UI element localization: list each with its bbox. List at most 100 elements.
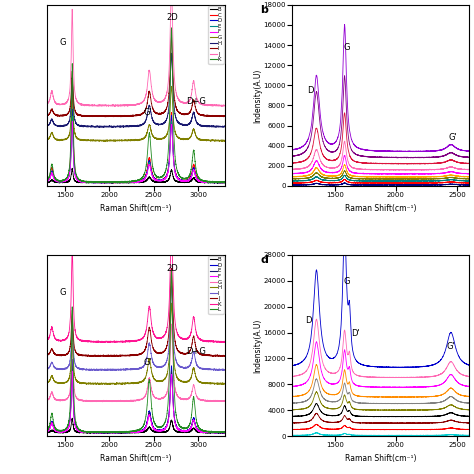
L [45,426,50,432]
K [122,339,128,345]
I [121,113,127,119]
L [226,429,232,435]
B [212,429,218,435]
Text: D: D [307,86,313,95]
L [169,268,174,273]
E [121,179,127,185]
Line: B: B [47,168,229,183]
D [212,179,218,185]
I [226,367,232,373]
D [221,180,227,185]
H [101,125,107,130]
J [212,353,218,358]
L [177,423,182,428]
Text: D+G: D+G [187,347,206,356]
B [122,429,128,435]
Line: H: H [47,53,229,128]
H [122,381,128,386]
X-axis label: Raman Shift(cm⁻¹): Raman Shift(cm⁻¹) [345,204,416,213]
L [131,428,137,434]
J [221,353,227,359]
Line: J: J [47,0,229,106]
J [212,102,218,108]
Legend: B, C, D, E, F, G, H, I, J, K: B, C, D, E, F, G, H, I, J, K [209,6,224,64]
C [226,180,232,185]
D [123,430,129,436]
I [215,368,221,374]
J [221,102,227,108]
D [45,178,50,183]
Line: G: G [47,324,229,402]
Text: D': D' [351,329,360,338]
B [221,430,227,436]
Line: I: I [47,286,229,371]
Line: D: D [47,109,229,183]
K [222,339,228,345]
G [177,395,182,401]
Text: G': G' [448,133,457,142]
C [212,179,218,185]
Text: b: b [260,5,268,15]
H [122,123,128,129]
Line: K: K [47,223,229,342]
H [226,381,232,387]
H [169,300,174,306]
F [69,368,75,374]
H [226,124,232,129]
B [45,430,50,436]
C [122,179,128,184]
D [122,180,128,185]
Text: G: G [343,277,350,286]
E [69,364,75,369]
B [221,179,227,185]
C [177,176,182,182]
Text: 2D: 2D [166,13,178,22]
Line: L: L [47,271,229,433]
I [212,113,218,119]
H [215,382,220,387]
Line: J: J [47,268,229,356]
Text: G': G' [143,108,152,117]
X-axis label: Raman Shift(cm⁻¹): Raman Shift(cm⁻¹) [100,454,172,463]
I [221,113,227,119]
C [217,180,223,186]
Line: E: E [47,366,229,433]
F [131,429,137,435]
J [122,102,128,108]
J [121,102,127,108]
E [177,177,182,182]
Y-axis label: Indensity(A.U): Indensity(A.U) [253,68,262,123]
H [221,381,227,386]
K [121,338,127,344]
I [169,283,174,289]
L [221,429,227,435]
E [122,179,128,185]
E [221,180,227,185]
D [226,430,232,436]
Text: D: D [305,316,312,325]
H [131,381,137,386]
G [221,138,227,144]
H [177,377,182,383]
L [108,430,114,436]
Line: E: E [47,116,229,183]
D [226,180,232,185]
H [131,123,137,128]
K [45,177,50,182]
K [177,173,182,178]
D [121,179,127,185]
E [226,430,231,436]
H [212,381,218,386]
Text: 2D: 2D [166,264,178,273]
E [221,180,227,186]
F [122,180,128,185]
F [104,180,109,186]
I [169,33,174,38]
Text: d: d [260,255,268,265]
B [131,429,137,435]
D [69,106,75,112]
H [45,123,50,128]
E [45,178,50,183]
I [131,113,137,118]
Line: H: H [47,303,229,384]
